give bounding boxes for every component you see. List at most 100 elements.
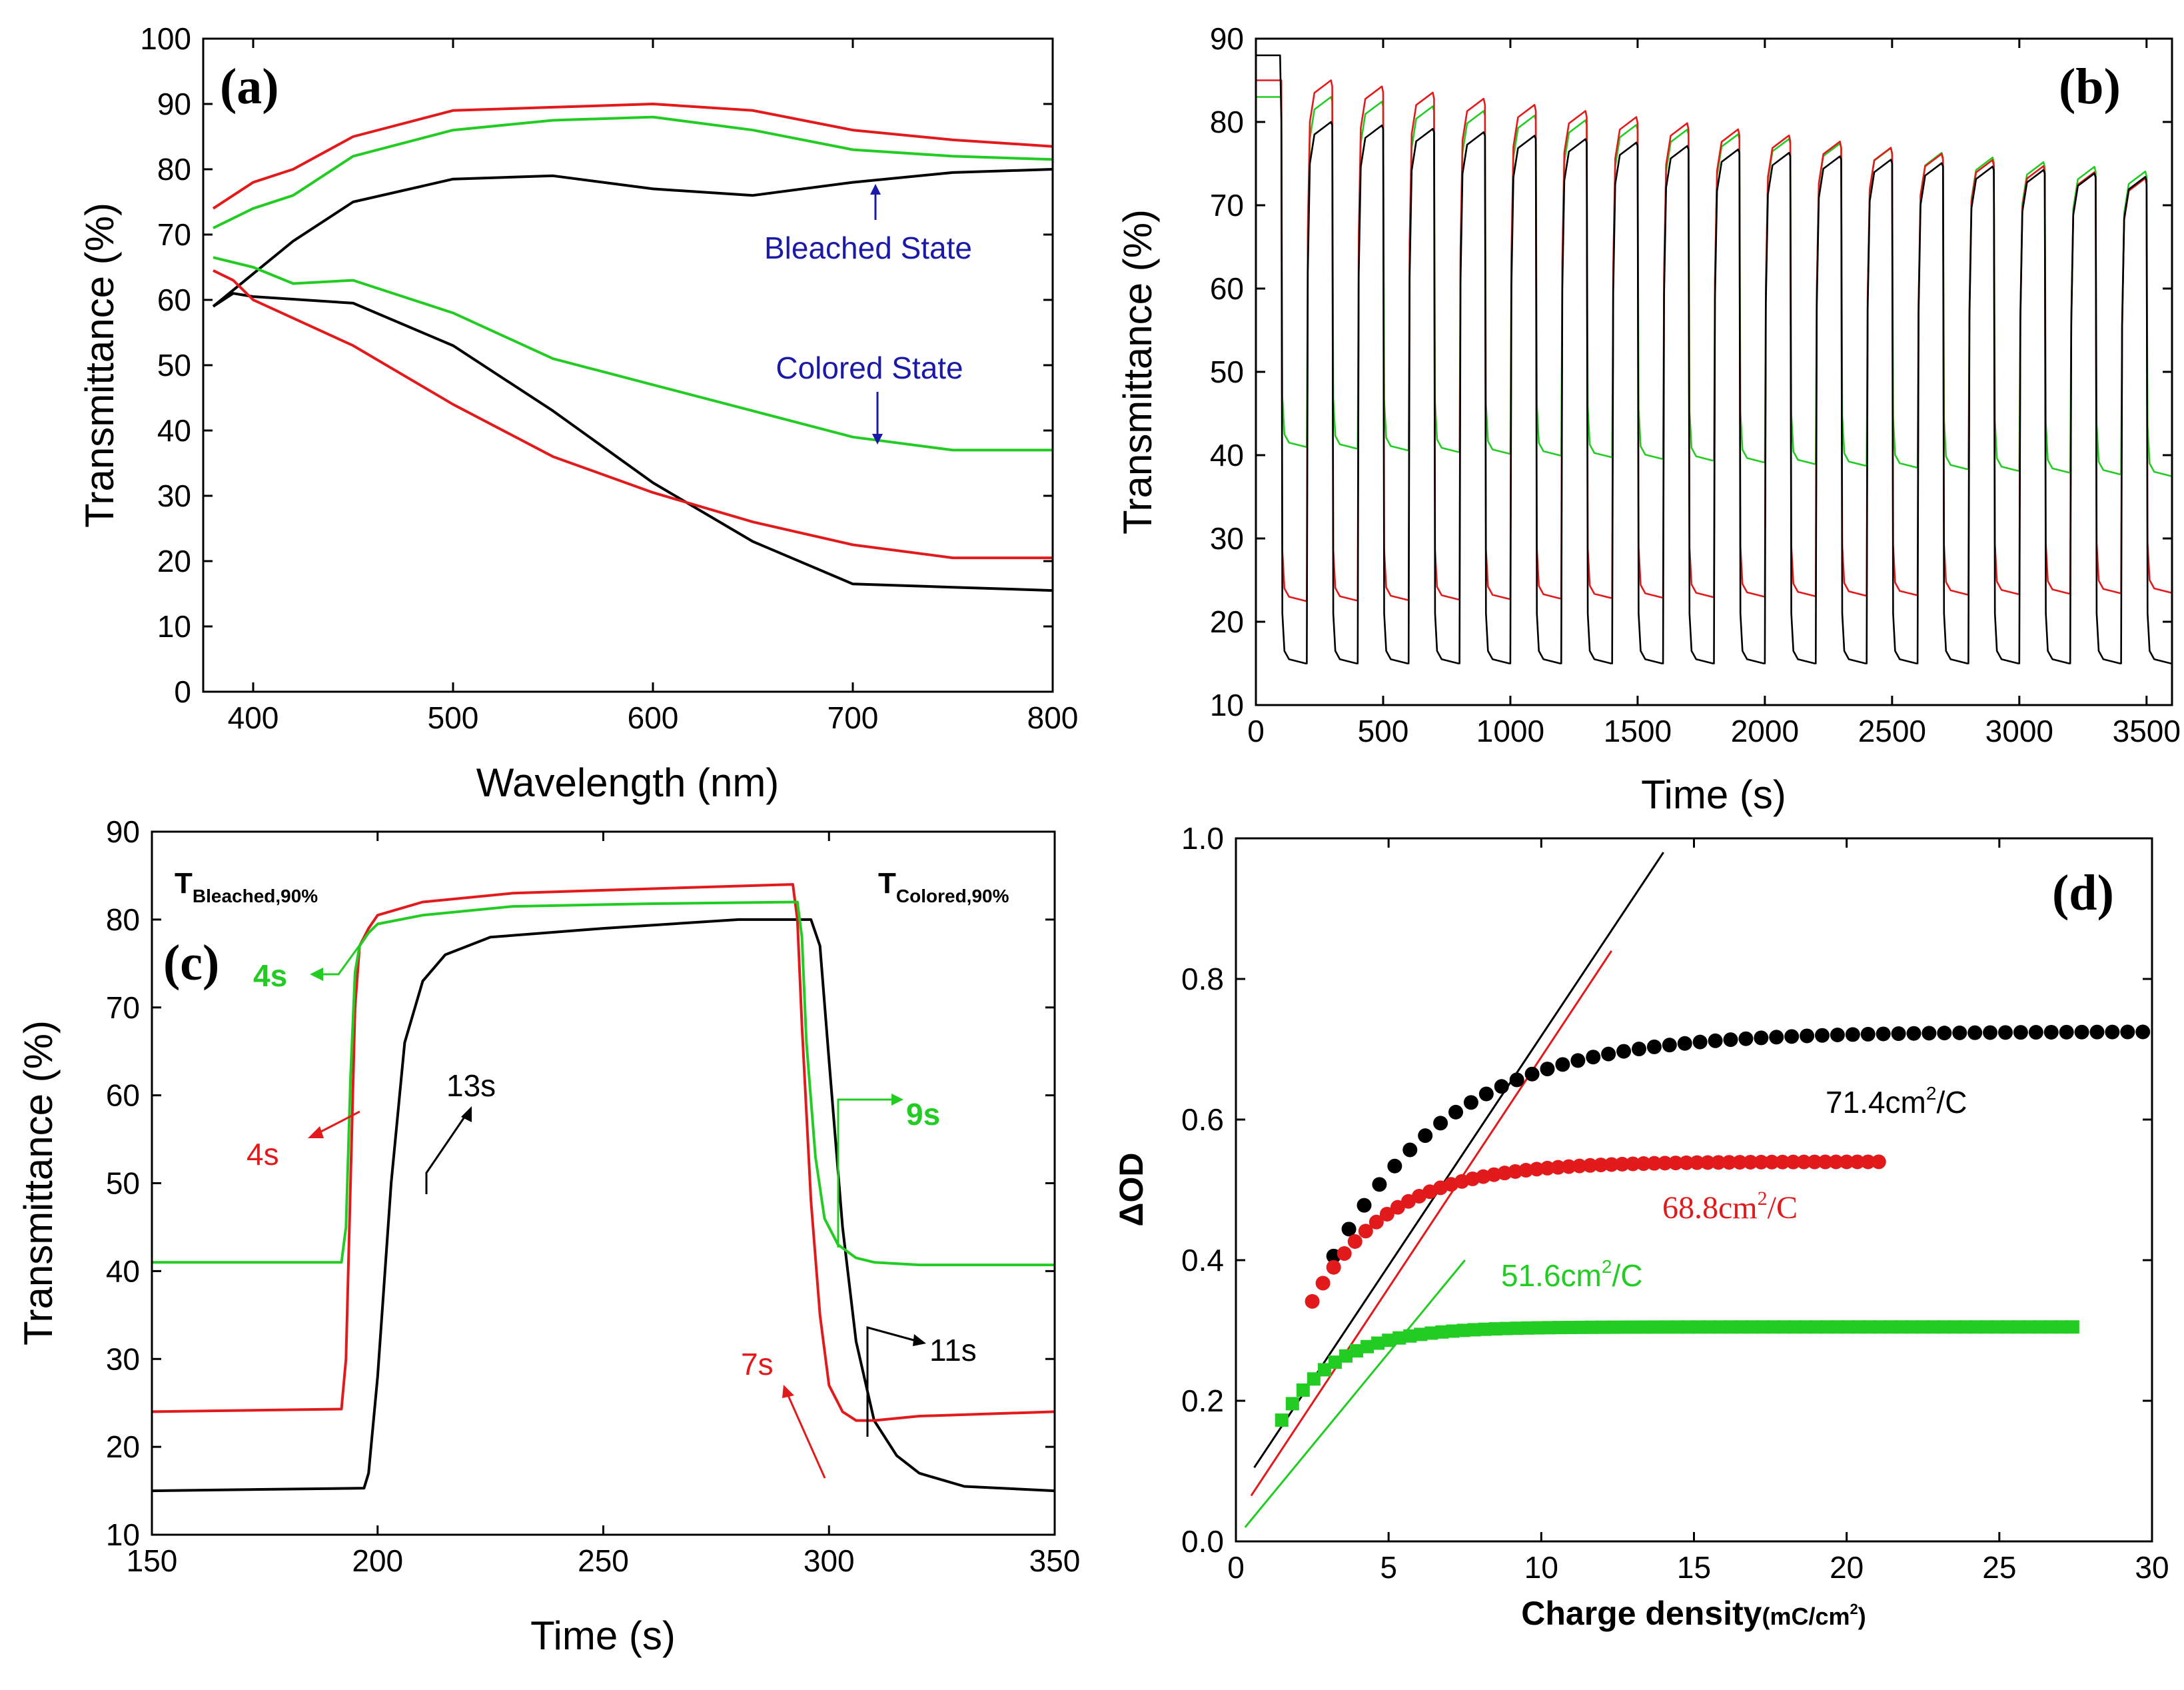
point-green xyxy=(1702,1320,1716,1334)
point-red xyxy=(1871,1154,1886,1170)
point-red xyxy=(1754,1154,1769,1170)
point-red xyxy=(1657,1156,1672,1171)
panel-c: 150 200 250 300 350 10 20 30 40 50 60 70 80 90 (c) Ti… xyxy=(16,814,1080,1658)
point-black xyxy=(2013,1025,2028,1040)
point-black xyxy=(2074,1024,2089,1040)
point-green xyxy=(1456,1323,1470,1337)
panel-d-ylabel: ΔOD xyxy=(1113,1153,1150,1227)
point-green xyxy=(1692,1320,1706,1334)
annotation-black-13s: 13s xyxy=(425,1068,496,1194)
x-tick-label: 400 xyxy=(228,700,279,735)
point-green xyxy=(2065,1320,2079,1334)
x-tick-label: 500 xyxy=(1358,714,1409,748)
point-green xyxy=(1307,1372,1321,1386)
point-green xyxy=(1371,1336,1385,1350)
colored-state-label: Colored State xyxy=(776,351,963,385)
annotation-red-7s: 7s xyxy=(741,1347,826,1479)
y-tick-label: 90 xyxy=(157,87,191,121)
label-red-7s: 7s xyxy=(741,1347,774,1381)
y-tick-label: 40 xyxy=(106,1254,140,1288)
annotation-71-4: 71.4cm2/C xyxy=(1826,1083,1967,1120)
point-black xyxy=(1952,1025,1967,1040)
y-tick-label: 0.2 xyxy=(1181,1383,1224,1418)
colored-state-annotation: Colored State xyxy=(776,351,963,444)
x-tick-label: 25 xyxy=(1982,1550,2016,1585)
point-green xyxy=(1574,1320,1588,1334)
point-black xyxy=(1463,1095,1478,1110)
curve-black-bleached xyxy=(212,168,1053,308)
point-green xyxy=(1542,1321,1556,1335)
point-black xyxy=(1601,1046,1616,1062)
x-tick-label: 20 xyxy=(1830,1550,1864,1585)
point-black xyxy=(2043,1024,2059,1040)
y-tick-label: 80 xyxy=(1210,105,1244,139)
y-tick-label: 50 xyxy=(1210,355,1244,389)
xlabel-close: ) xyxy=(1858,1603,1866,1630)
y-tick-label: 60 xyxy=(1210,271,1244,306)
y-tick-label: 60 xyxy=(106,1078,140,1113)
annotation-51-6: 51.6cm2/C xyxy=(1501,1256,1642,1293)
y-tick-label: 20 xyxy=(157,544,191,578)
point-green xyxy=(1841,1320,1855,1334)
y-tick-label: 10 xyxy=(106,1517,140,1552)
point-green xyxy=(1895,1320,1909,1334)
point-green xyxy=(2044,1320,2058,1334)
point-green xyxy=(1596,1320,1609,1334)
point-black xyxy=(1418,1128,1433,1144)
point-green xyxy=(1852,1320,1866,1334)
point-green xyxy=(1403,1329,1417,1343)
point-green xyxy=(1777,1320,1791,1334)
point-black xyxy=(1570,1053,1586,1068)
point-black xyxy=(1616,1044,1632,1059)
point-red xyxy=(1561,1159,1576,1174)
point-green xyxy=(1520,1321,1534,1335)
point-red xyxy=(1786,1154,1801,1170)
x-tick-label: 200 xyxy=(352,1543,403,1578)
point-green xyxy=(1649,1320,1663,1334)
point-red xyxy=(1572,1158,1587,1174)
point-green xyxy=(1788,1320,1802,1334)
cycle-curve-black xyxy=(1256,54,2172,664)
curve-green-bleached xyxy=(213,115,1053,229)
x-tick-label: 30 xyxy=(2135,1550,2169,1585)
point-green xyxy=(1798,1320,1812,1334)
point-black xyxy=(1800,1028,1815,1044)
point-red xyxy=(1807,1154,1822,1170)
point-black xyxy=(1662,1038,1677,1053)
y-tick-label: 40 xyxy=(1210,438,1244,472)
point-green xyxy=(1467,1323,1481,1337)
point-black xyxy=(1845,1027,1860,1042)
y-tick-label: 40 xyxy=(157,413,191,448)
point-black xyxy=(1769,1030,1784,1045)
point-black xyxy=(1830,1028,1845,1043)
point-green xyxy=(1478,1322,1492,1336)
point-red xyxy=(1358,1224,1373,1239)
x-tick-label: 0 xyxy=(1247,714,1265,748)
point-green xyxy=(1414,1327,1428,1341)
point-green xyxy=(1863,1320,1877,1334)
panel-b-label: (b) xyxy=(2059,59,2121,115)
point-green xyxy=(1606,1320,1620,1334)
x-tick-label: 10 xyxy=(1524,1550,1558,1585)
annotation-green-4s: 4s xyxy=(253,944,361,993)
panel-a-label: (a) xyxy=(220,59,279,115)
point-black xyxy=(1937,1026,1952,1041)
panel-a-xlabel: Wavelength (nm) xyxy=(476,760,780,805)
y-tick-label: 70 xyxy=(106,990,140,1025)
y-tick-label: 90 xyxy=(1210,21,1244,56)
point-green xyxy=(1916,1320,1930,1334)
point-red xyxy=(1315,1275,1331,1291)
point-green xyxy=(2012,1320,2026,1334)
point-red xyxy=(1796,1154,1812,1170)
y-tick-label: 50 xyxy=(157,348,191,383)
point-green xyxy=(1435,1325,1449,1339)
annotation-black-11s: 11s xyxy=(866,1326,977,1437)
label-black-13s: 13s xyxy=(446,1068,496,1103)
point-green xyxy=(1563,1320,1577,1334)
point-red xyxy=(1326,1260,1341,1275)
point-black xyxy=(1524,1066,1540,1082)
point-red xyxy=(1839,1154,1854,1170)
colored-arrowhead xyxy=(872,434,883,444)
point-black xyxy=(2028,1025,2043,1040)
